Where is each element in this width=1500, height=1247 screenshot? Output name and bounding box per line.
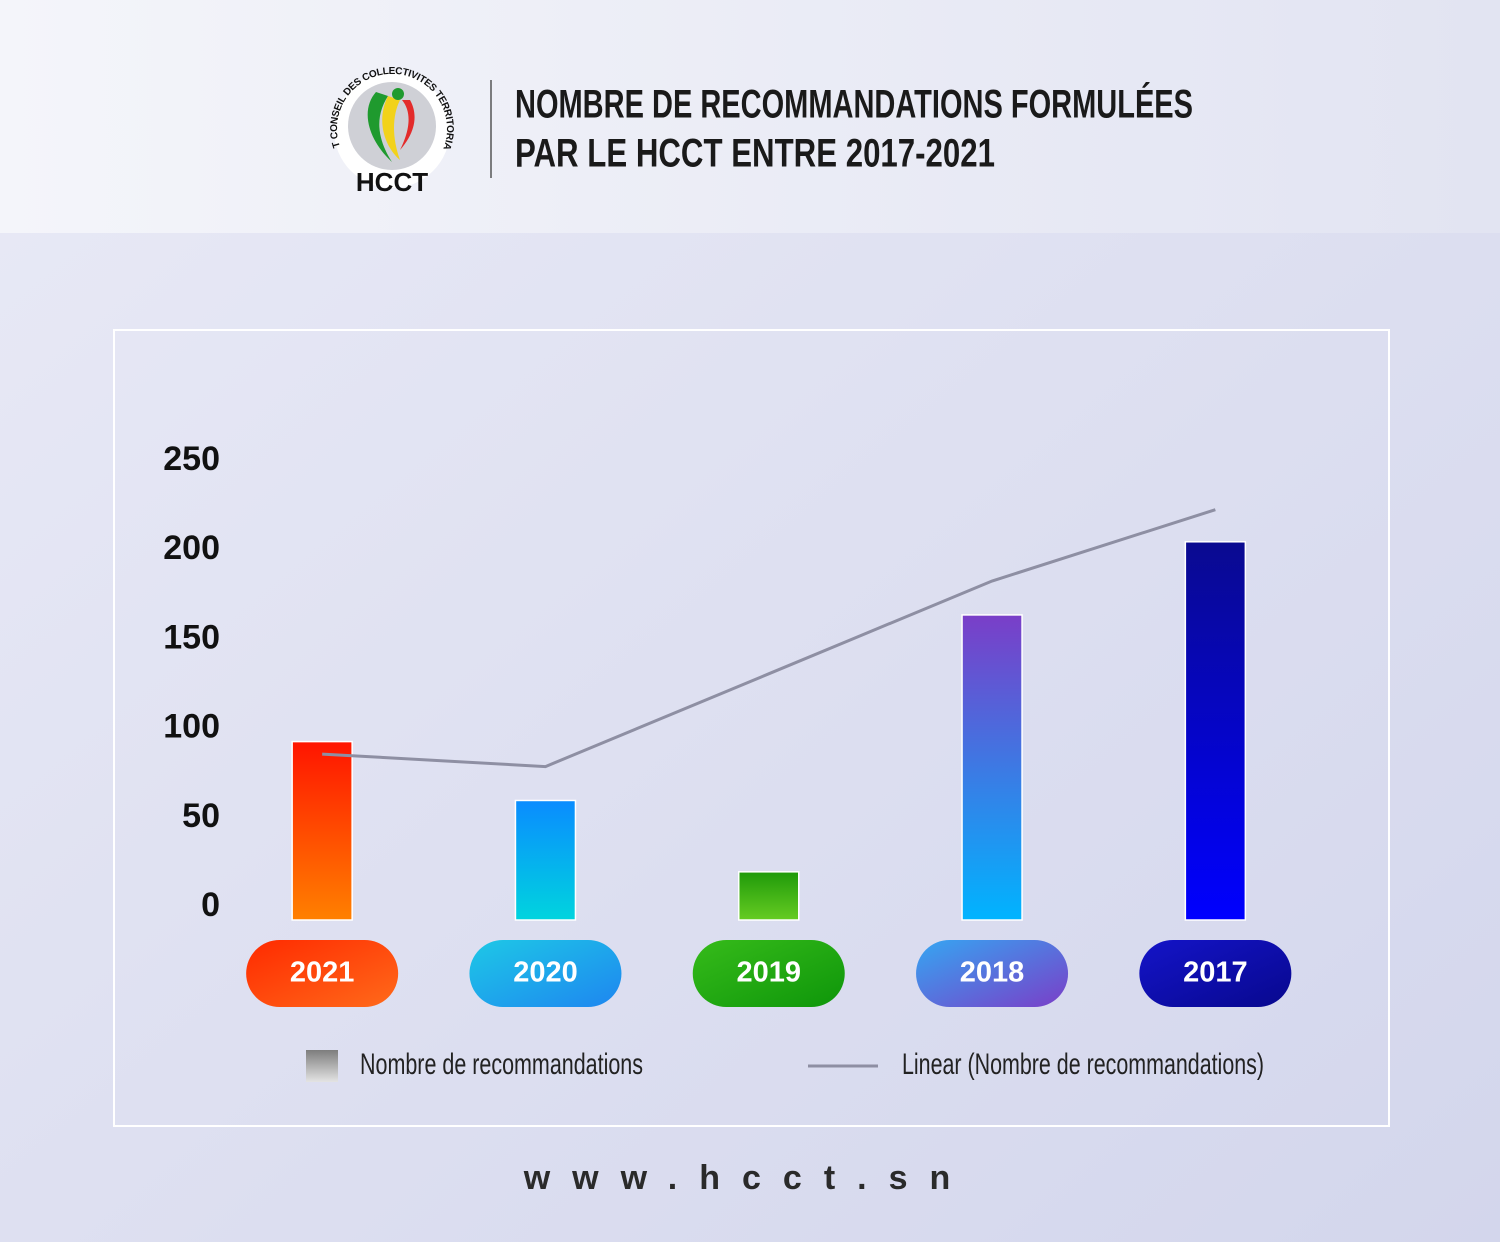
- x-tick-label: 2018: [960, 957, 1025, 989]
- bar: [1184, 541, 1247, 921]
- x-tick-label: 2021: [290, 957, 355, 989]
- footer-url: www.hcct.sn: [523, 1159, 973, 1197]
- trend-line: [322, 508, 1216, 769]
- chart-frame: [113, 329, 1390, 1127]
- bar: [961, 614, 1023, 921]
- legend-label: Linear (Nombre de recommandations): [902, 1048, 1264, 1081]
- category-pill: [246, 940, 399, 1007]
- category-pill: [692, 940, 845, 1007]
- x-tick-label: 2019: [736, 957, 801, 989]
- y-tick-label: 150: [163, 618, 220, 656]
- y-tick-label: 0: [201, 886, 220, 924]
- bar: [514, 799, 577, 921]
- y-tick-label: 200: [163, 529, 220, 567]
- legend-swatch: [306, 1050, 338, 1082]
- y-tick-label: 100: [163, 708, 220, 746]
- bar: [291, 740, 353, 921]
- logo-acronym: HCCT: [356, 167, 428, 197]
- logo-shape: [382, 96, 400, 160]
- header-band: [0, 0, 1500, 233]
- category-pill: [469, 940, 622, 1007]
- x-tick-label: 2020: [513, 957, 578, 989]
- chart-title: PAR LE HCCT ENTRE 2017-2021: [515, 132, 995, 176]
- logo-head: [392, 88, 404, 100]
- logo-shape: [400, 100, 415, 150]
- x-tick-label: 2017: [1183, 957, 1248, 989]
- logo-shape: [367, 92, 392, 162]
- bar: [738, 871, 800, 921]
- y-tick-label: 250: [163, 440, 220, 478]
- category-pill: [916, 940, 1069, 1007]
- plot: 0 50 100 150 200 250 2021 2020 2019 2018 2017: [163, 440, 1292, 1007]
- y-tick-label: 50: [182, 797, 220, 835]
- category-pill: [1139, 940, 1292, 1007]
- chart-title: NOMBRE DE RECOMMANDATIONS FORMULÉES: [515, 82, 1193, 127]
- legend-label: Nombre de recommandations: [360, 1048, 643, 1081]
